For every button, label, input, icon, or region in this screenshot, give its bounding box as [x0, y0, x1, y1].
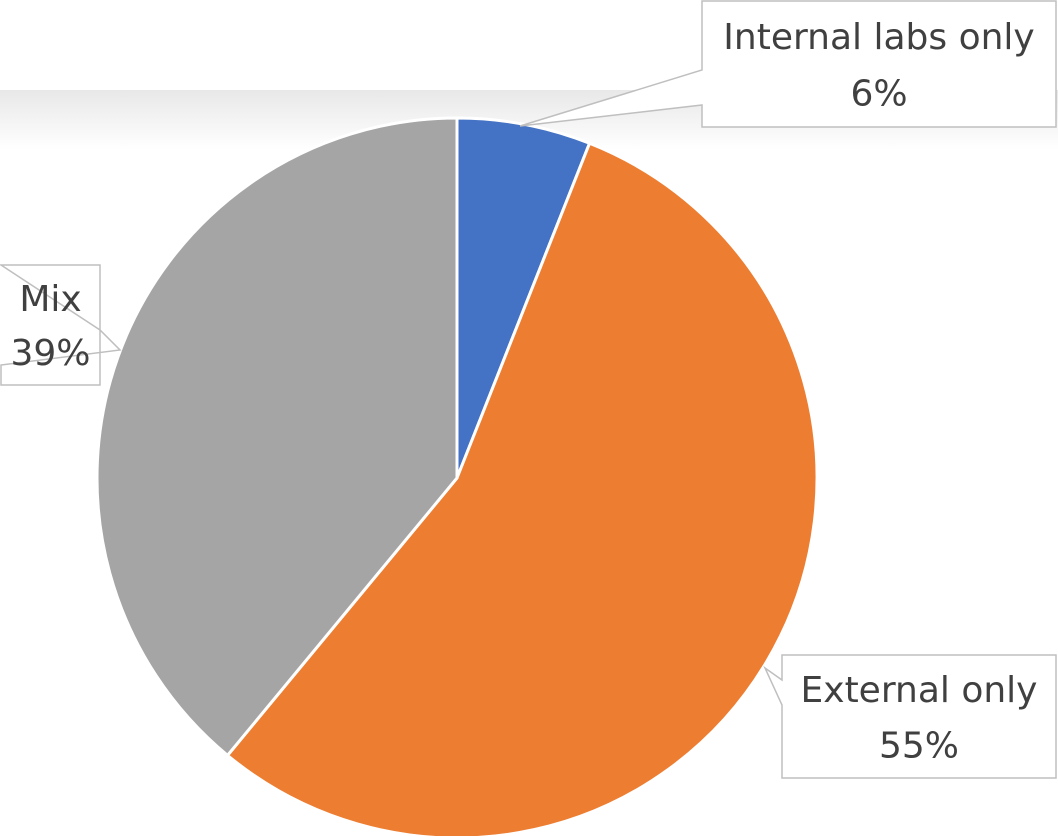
- callout-box: [763, 654, 1057, 779]
- labels: Internal labs only 6% External only 55% Mix 3…: [0, 0, 1057, 779]
- pie-slice: [95, 116, 459, 758]
- value-label: 39%: [10, 333, 90, 374]
- category-label: Internal labs only: [723, 17, 1034, 58]
- callout-box: [0, 264, 122, 386]
- category-label: Mix: [19, 279, 81, 320]
- value-label: 55%: [879, 725, 959, 766]
- value-label: 6%: [850, 74, 907, 115]
- callout-box: [519, 0, 1057, 128]
- pie-slice: [225, 141, 819, 836]
- slices: [95, 116, 819, 836]
- category-label: External only: [801, 670, 1038, 711]
